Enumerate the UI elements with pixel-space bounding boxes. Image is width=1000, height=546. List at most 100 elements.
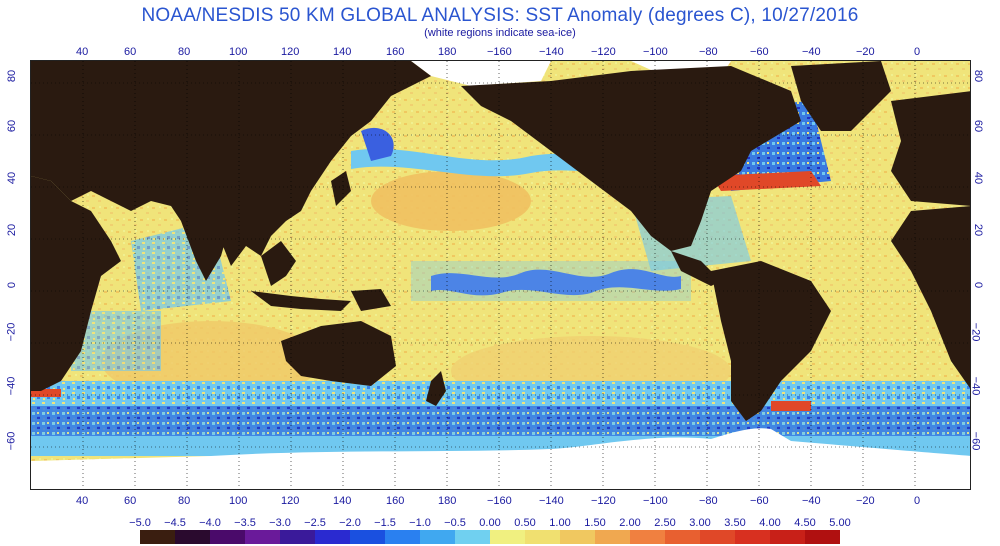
lon-label-bottom: 100 [229, 495, 248, 507]
south-atlantic-hot [771, 401, 811, 411]
lat-label-right: 60 [972, 119, 985, 133]
lon-label-bottom: 140 [333, 495, 352, 507]
lon-label-top: 140 [333, 46, 352, 58]
lon-label-bottom: −80 [699, 495, 718, 507]
map-subtitle: (white regions indicate sea-ice) [424, 27, 576, 39]
sst-map-svg [31, 61, 970, 489]
indonesia-land [251, 291, 351, 311]
lon-label-top: 60 [124, 46, 137, 58]
greenland-land [791, 61, 891, 131]
lat-label-right: 40 [972, 171, 985, 185]
lon-label-top: 40 [76, 46, 89, 58]
lat-label-left: 80 [6, 69, 19, 83]
color-bar-swatch [630, 530, 666, 544]
map-title: NOAA/NESDIS 50 KM GLOBAL ANALYSIS: SST A… [141, 5, 859, 26]
color-bar-swatch [525, 530, 561, 544]
color-bar-label: −3.0 [269, 517, 291, 529]
color-bar-swatch [560, 530, 596, 544]
lon-label-bottom: 80 [178, 495, 191, 507]
color-bar-swatch [210, 530, 246, 544]
color-bar-swatch [770, 530, 806, 544]
lat-label-left: 0 [6, 281, 19, 289]
warm-north-pacific [371, 171, 531, 231]
lon-label-top: −140 [539, 46, 564, 58]
lon-label-top: 100 [229, 46, 248, 58]
color-bar-label: 3.50 [724, 517, 746, 529]
lon-label-top: 180 [438, 46, 457, 58]
lon-label-bottom: 180 [438, 495, 457, 507]
color-bar-label: −1.0 [409, 517, 431, 529]
lat-label-left: 40 [6, 171, 19, 185]
lon-label-bottom: 60 [124, 495, 137, 507]
color-bar-label: −3.5 [234, 517, 256, 529]
southern-ocean-cold [31, 406, 970, 436]
lon-label-bottom: 40 [76, 495, 89, 507]
color-bar-label: −2.0 [339, 517, 361, 529]
lon-label-bottom: −100 [643, 495, 668, 507]
color-bar-swatch [280, 530, 316, 544]
lon-label-top: −120 [591, 46, 616, 58]
lon-label-bottom: −160 [487, 495, 512, 507]
color-bar-swatch [665, 530, 701, 544]
color-bar-swatch [245, 530, 281, 544]
color-bar-label: 5.00 [829, 517, 851, 529]
lon-label-top: −160 [487, 46, 512, 58]
new-guinea-land [351, 289, 391, 311]
lat-label-right: −40 [969, 376, 982, 396]
color-bar-swatch [455, 530, 491, 544]
lat-label-right: −20 [969, 322, 982, 342]
lat-label-right: −60 [969, 431, 982, 451]
lat-label-right: 80 [972, 69, 985, 83]
color-bar-label: 1.50 [584, 517, 606, 529]
lon-label-bottom: −120 [591, 495, 616, 507]
australia-land [281, 321, 396, 386]
lat-label-left: −20 [5, 322, 18, 342]
color-bar-label: −5.0 [129, 517, 151, 529]
color-bar-label: −4.5 [164, 517, 186, 529]
color-bar [140, 530, 840, 544]
eurasia-land [31, 61, 431, 266]
lon-label-top: −40 [802, 46, 821, 58]
new-zealand-land [426, 371, 446, 406]
lat-label-left: 60 [6, 119, 19, 133]
indochina-land [261, 241, 296, 286]
lon-label-bottom: −140 [539, 495, 564, 507]
equatorial-cool-tongue [431, 269, 681, 296]
lon-label-top: −100 [643, 46, 668, 58]
color-bar-label: −2.5 [304, 517, 326, 529]
india-land [181, 221, 231, 281]
color-bar-label: 2.00 [619, 517, 641, 529]
color-bar-swatch [805, 530, 840, 544]
color-bar-label: 0.00 [479, 517, 501, 529]
color-bar-label: 3.00 [689, 517, 711, 529]
color-bar-label: 4.00 [759, 517, 781, 529]
lon-label-top: 160 [386, 46, 405, 58]
color-bar-label: 4.50 [794, 517, 816, 529]
color-bar-swatch [385, 530, 421, 544]
sst-anomaly-map [30, 60, 971, 490]
lon-label-top: −80 [699, 46, 718, 58]
map-grid [31, 61, 970, 489]
lat-label-left: 20 [6, 223, 19, 237]
color-bar-label: −4.0 [199, 517, 221, 529]
lon-label-bottom: −60 [750, 495, 769, 507]
color-bar-label: −0.5 [444, 517, 466, 529]
lon-label-bottom: −40 [802, 495, 821, 507]
lon-label-top: −60 [750, 46, 769, 58]
color-bar-swatch [350, 530, 386, 544]
lon-label-bottom: −20 [856, 495, 875, 507]
lon-label-bottom: 0 [914, 495, 921, 507]
color-bar-swatch [175, 530, 211, 544]
okhotsk-cold [361, 127, 394, 161]
japan-land [331, 171, 351, 206]
color-bar-swatch [420, 530, 456, 544]
arctic-sea-ice [411, 61, 551, 86]
lon-label-bottom: 120 [281, 495, 300, 507]
color-bar-label: 1.00 [549, 517, 571, 529]
lon-label-top: 120 [281, 46, 300, 58]
color-bar-swatch [735, 530, 771, 544]
color-bar-swatch [315, 530, 351, 544]
color-bar-swatch [595, 530, 631, 544]
africa-land [31, 176, 121, 391]
